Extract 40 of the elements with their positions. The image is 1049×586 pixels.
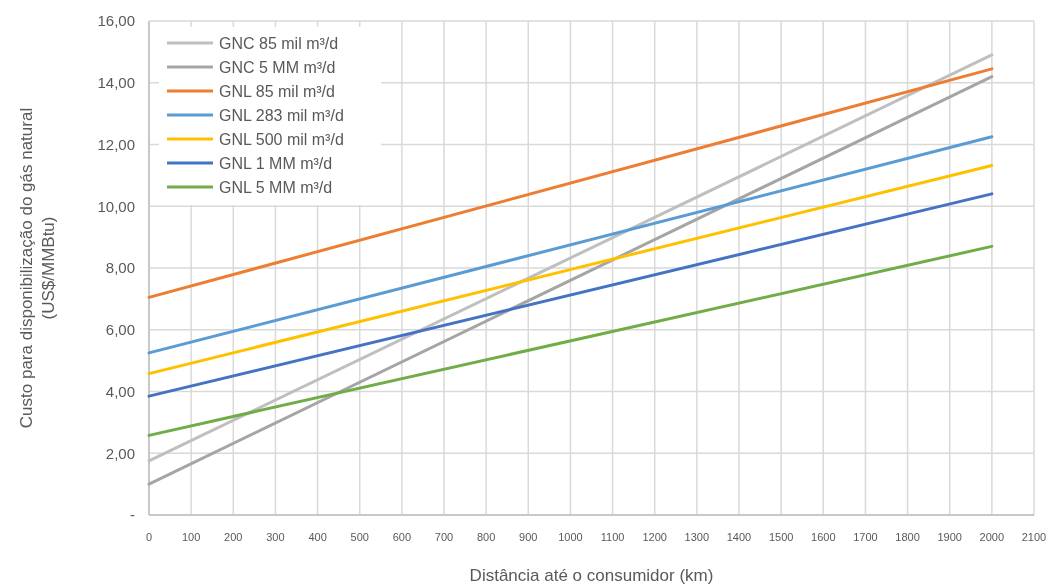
- legend-label: GNL 500 mil m³/d: [219, 130, 344, 148]
- x-tick-label: 300: [266, 531, 285, 543]
- x-tick-label: 1200: [642, 531, 667, 543]
- y-tick-label: 8,00: [105, 259, 135, 277]
- x-tick-label: 1100: [600, 531, 625, 543]
- x-tick-label: 100: [181, 531, 201, 543]
- x-tick-label: 2100: [1021, 531, 1047, 543]
- y-tick-label: 2,00: [105, 444, 135, 462]
- x-tick-label: 0: [145, 531, 153, 543]
- legend-label: GNC 85 mil m³/d: [219, 34, 339, 52]
- y-tick-label: 10,00: [97, 197, 135, 215]
- x-tick-label: 700: [434, 531, 454, 543]
- x-tick-label: 200: [224, 531, 243, 543]
- legend-label: GNL 283 mil m³/d: [219, 106, 344, 124]
- x-tick-label: 1800: [895, 531, 920, 543]
- x-tick-label: 800: [476, 531, 496, 543]
- x-axis-title: Distância até o consumidor (km): [469, 566, 714, 585]
- x-tick-label: 400: [308, 531, 327, 543]
- y-tick-label: 16,00: [97, 12, 135, 30]
- x-tick-label: 600: [392, 531, 412, 543]
- y-tick-label: 12,00: [97, 135, 135, 153]
- legend-label: GNL 1 MM m³/d: [219, 154, 333, 172]
- x-tick-label: 1700: [853, 531, 878, 543]
- x-tick-label: 900: [519, 531, 538, 543]
- legend-label: GNC 5 MM m³/d: [219, 58, 336, 76]
- y-tick-label: 6,00: [105, 321, 135, 338]
- y-tick-label: 4,00: [105, 382, 135, 400]
- x-tick-label: 1000: [558, 531, 583, 543]
- y-tick-label: -: [130, 506, 135, 524]
- legend-label: GNL 5 MM m³/d: [219, 178, 333, 196]
- x-tick-label: 500: [350, 531, 369, 543]
- x-tick-label: 1900: [937, 531, 962, 543]
- legend-label: GNL 85 mil m³/d: [219, 82, 335, 100]
- x-tick-label: 1600: [811, 531, 836, 543]
- x-tick-label: 2000: [979, 531, 1005, 543]
- x-tick-label: 1500: [768, 531, 794, 543]
- x-tick-label: 1400: [726, 531, 752, 543]
- y-tick-label: 14,00: [97, 74, 135, 91]
- y-axis-title: Custo para disponibilização do gás natural (US$/MMBtu): [17, 107, 58, 429]
- x-tick-label: 1300: [684, 531, 710, 543]
